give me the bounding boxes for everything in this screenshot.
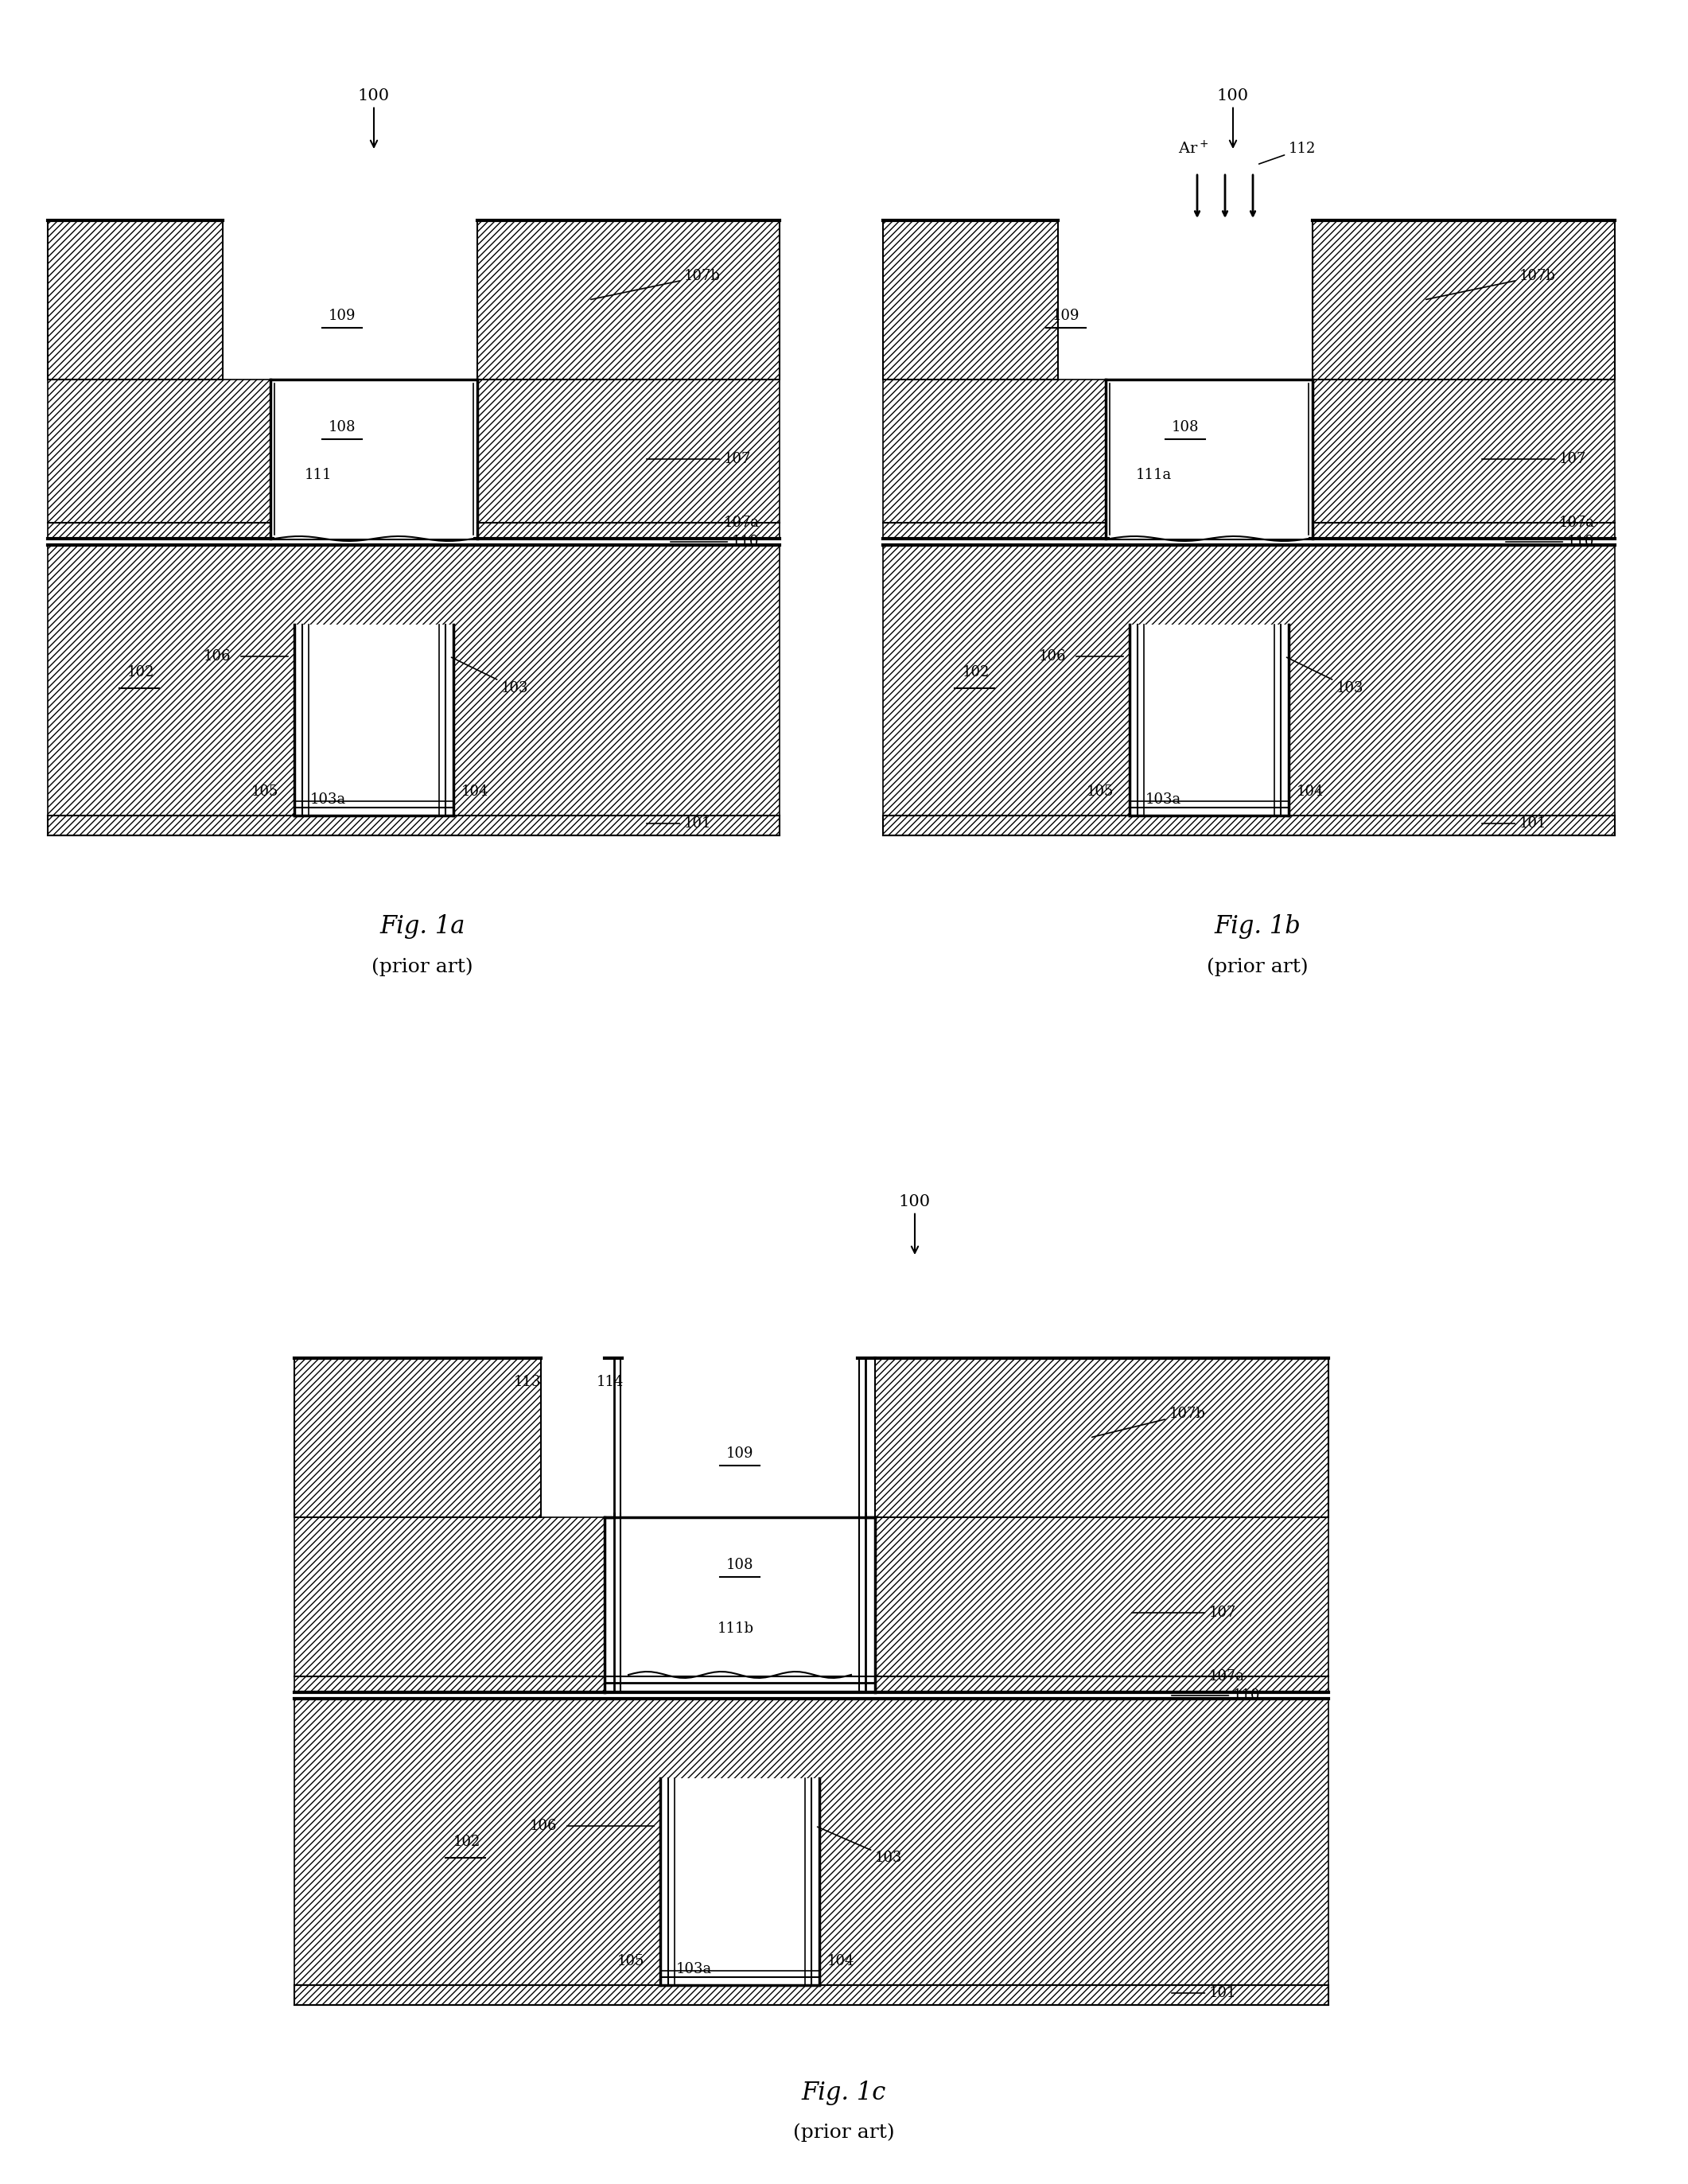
Bar [478,221,780,380]
Bar [270,380,478,539]
Text: 105: 105 [618,1955,645,1968]
Text: 109: 109 [329,308,356,323]
Text: 107a: 107a [1482,515,1595,531]
Text: 106: 106 [203,649,231,664]
Text: 102: 102 [454,1835,481,1850]
Text: 104: 104 [1296,784,1323,799]
Bar [47,221,223,380]
Text: 107a: 107a [647,515,760,531]
Text: 112: 112 [1259,142,1317,164]
Bar [294,1699,1328,1985]
Text: (prior art): (prior art) [371,957,473,976]
Bar [47,380,780,539]
Text: 109: 109 [726,1446,753,1461]
Text: 110: 110 [1506,535,1595,548]
Text: 104: 104 [461,784,490,799]
Bar [294,1518,1328,1693]
Text: 103a: 103a [311,793,346,806]
Text: 105: 105 [252,784,279,799]
Text: 101: 101 [1482,817,1546,830]
Text: 102: 102 [127,666,155,679]
Text: 107b: 107b [591,269,721,299]
Text: 110: 110 [1171,1688,1261,1704]
Text: 110: 110 [670,535,760,548]
Text: 111b: 111b [717,1621,755,1636]
Text: Fig. 1b: Fig. 1b [1214,915,1301,939]
Text: 103: 103 [451,657,528,695]
Text: 108: 108 [726,1557,753,1572]
Bar [660,1778,819,1985]
Text: 103: 103 [817,1826,903,1865]
Bar [621,1518,859,1677]
Text: 106: 106 [530,1819,557,1832]
Text: 107a: 107a [1131,1669,1246,1684]
Text: (prior art): (prior art) [1207,957,1308,976]
Text: 111a: 111a [1136,467,1171,483]
Bar [1106,380,1313,539]
Bar [604,1518,874,1693]
Bar [1313,221,1615,380]
Text: Fig. 1a: Fig. 1a [380,915,466,939]
Text: 108: 108 [1171,419,1198,435]
Text: 114: 114 [596,1376,625,1389]
Bar [294,1985,1328,2005]
Text: (prior art): (prior art) [793,2123,895,2143]
Bar [47,815,780,836]
Text: 107: 107 [647,452,751,465]
Bar [294,1358,540,1518]
Text: 108: 108 [329,419,356,435]
Text: 103a: 103a [1146,793,1182,806]
Text: 106: 106 [1038,649,1065,664]
Text: 107: 107 [1131,1605,1237,1621]
Text: 109: 109 [1052,308,1080,323]
Text: 105: 105 [1087,784,1114,799]
Text: 101: 101 [1171,1985,1237,2001]
Text: 100: 100 [1217,87,1249,146]
Text: Ar$^+$: Ar$^+$ [1178,140,1209,157]
Text: 111: 111 [304,467,333,483]
Bar [883,380,1615,539]
Bar [883,546,1615,815]
Text: 103a: 103a [677,1961,712,1977]
Bar [1109,384,1308,539]
Bar [294,625,454,815]
Text: 113: 113 [513,1376,540,1389]
Text: Fig. 1c: Fig. 1c [802,2079,886,2105]
Text: 103: 103 [1286,657,1364,695]
Text: 102: 102 [962,666,989,679]
Bar [1129,625,1288,815]
Text: 104: 104 [827,1955,854,1968]
Bar [275,384,473,539]
Text: 100: 100 [358,87,390,146]
Bar [874,1358,1328,1518]
Bar [883,815,1615,836]
Text: 101: 101 [647,817,712,830]
Text: 107b: 107b [1092,1406,1205,1437]
Text: 107: 107 [1482,452,1587,465]
Bar [883,221,1058,380]
Text: 107b: 107b [1426,269,1556,299]
Bar [47,546,780,815]
Text: 100: 100 [898,1195,930,1254]
